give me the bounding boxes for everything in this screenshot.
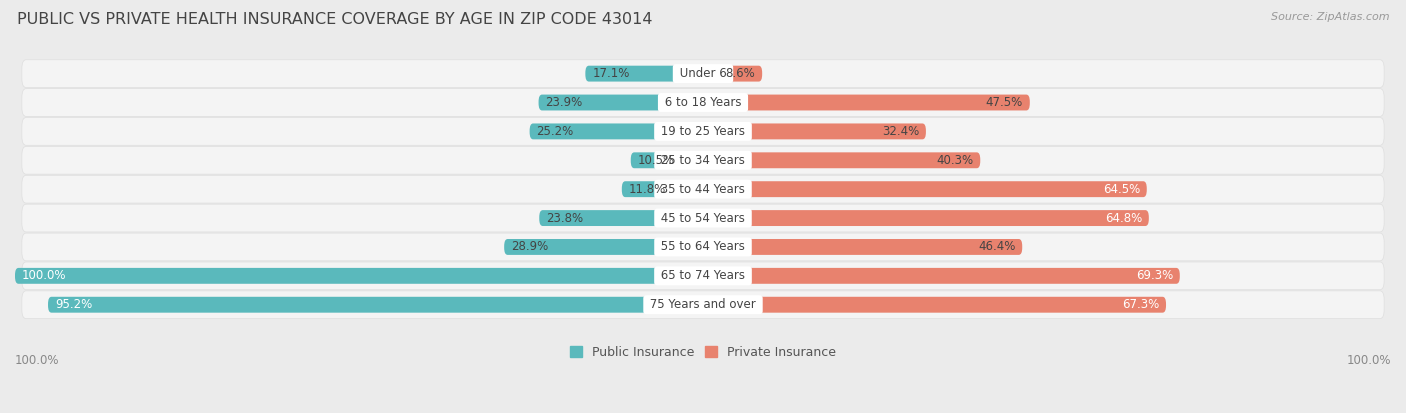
FancyBboxPatch shape — [22, 291, 1384, 318]
FancyBboxPatch shape — [22, 118, 1384, 145]
Text: 23.9%: 23.9% — [546, 96, 582, 109]
FancyBboxPatch shape — [22, 262, 1384, 290]
FancyBboxPatch shape — [703, 95, 1029, 110]
Text: 11.8%: 11.8% — [628, 183, 666, 196]
Text: 100.0%: 100.0% — [22, 269, 66, 282]
Text: 25.2%: 25.2% — [537, 125, 574, 138]
FancyBboxPatch shape — [538, 95, 703, 110]
Text: 64.8%: 64.8% — [1105, 211, 1142, 225]
Text: 100.0%: 100.0% — [1347, 354, 1391, 367]
FancyBboxPatch shape — [15, 268, 703, 284]
Text: 8.6%: 8.6% — [725, 67, 755, 80]
FancyBboxPatch shape — [703, 123, 927, 139]
Text: 17.1%: 17.1% — [592, 67, 630, 80]
FancyBboxPatch shape — [22, 89, 1384, 116]
Text: PUBLIC VS PRIVATE HEALTH INSURANCE COVERAGE BY AGE IN ZIP CODE 43014: PUBLIC VS PRIVATE HEALTH INSURANCE COVER… — [17, 12, 652, 27]
FancyBboxPatch shape — [621, 181, 703, 197]
Text: 55 to 64 Years: 55 to 64 Years — [657, 240, 749, 254]
FancyBboxPatch shape — [505, 239, 703, 255]
Text: 46.4%: 46.4% — [979, 240, 1015, 254]
Text: Source: ZipAtlas.com: Source: ZipAtlas.com — [1271, 12, 1389, 22]
FancyBboxPatch shape — [585, 66, 703, 82]
Text: 40.3%: 40.3% — [936, 154, 973, 167]
Text: 35 to 44 Years: 35 to 44 Years — [657, 183, 749, 196]
Text: 45 to 54 Years: 45 to 54 Years — [657, 211, 749, 225]
FancyBboxPatch shape — [48, 297, 703, 313]
Text: 19 to 25 Years: 19 to 25 Years — [657, 125, 749, 138]
Text: 6 to 18 Years: 6 to 18 Years — [661, 96, 745, 109]
FancyBboxPatch shape — [703, 152, 980, 168]
Text: 75 Years and over: 75 Years and over — [647, 298, 759, 311]
FancyBboxPatch shape — [22, 175, 1384, 203]
Text: 95.2%: 95.2% — [55, 298, 93, 311]
Text: 23.8%: 23.8% — [546, 211, 583, 225]
FancyBboxPatch shape — [703, 297, 1166, 313]
Text: 100.0%: 100.0% — [15, 354, 59, 367]
Text: Under 6: Under 6 — [676, 67, 730, 80]
FancyBboxPatch shape — [530, 123, 703, 139]
FancyBboxPatch shape — [703, 210, 1149, 226]
FancyBboxPatch shape — [22, 233, 1384, 261]
FancyBboxPatch shape — [540, 210, 703, 226]
Legend: Public Insurance, Private Insurance: Public Insurance, Private Insurance — [565, 341, 841, 363]
FancyBboxPatch shape — [703, 239, 1022, 255]
FancyBboxPatch shape — [703, 268, 1180, 284]
Text: 64.5%: 64.5% — [1102, 183, 1140, 196]
Text: 47.5%: 47.5% — [986, 96, 1024, 109]
Text: 25 to 34 Years: 25 to 34 Years — [657, 154, 749, 167]
FancyBboxPatch shape — [22, 147, 1384, 174]
Text: 69.3%: 69.3% — [1136, 269, 1173, 282]
Text: 67.3%: 67.3% — [1122, 298, 1159, 311]
Text: 28.9%: 28.9% — [510, 240, 548, 254]
Text: 10.5%: 10.5% — [638, 154, 675, 167]
FancyBboxPatch shape — [703, 181, 1147, 197]
Text: 32.4%: 32.4% — [882, 125, 920, 138]
FancyBboxPatch shape — [631, 152, 703, 168]
FancyBboxPatch shape — [22, 204, 1384, 232]
FancyBboxPatch shape — [703, 66, 762, 82]
FancyBboxPatch shape — [22, 60, 1384, 88]
Text: 65 to 74 Years: 65 to 74 Years — [657, 269, 749, 282]
